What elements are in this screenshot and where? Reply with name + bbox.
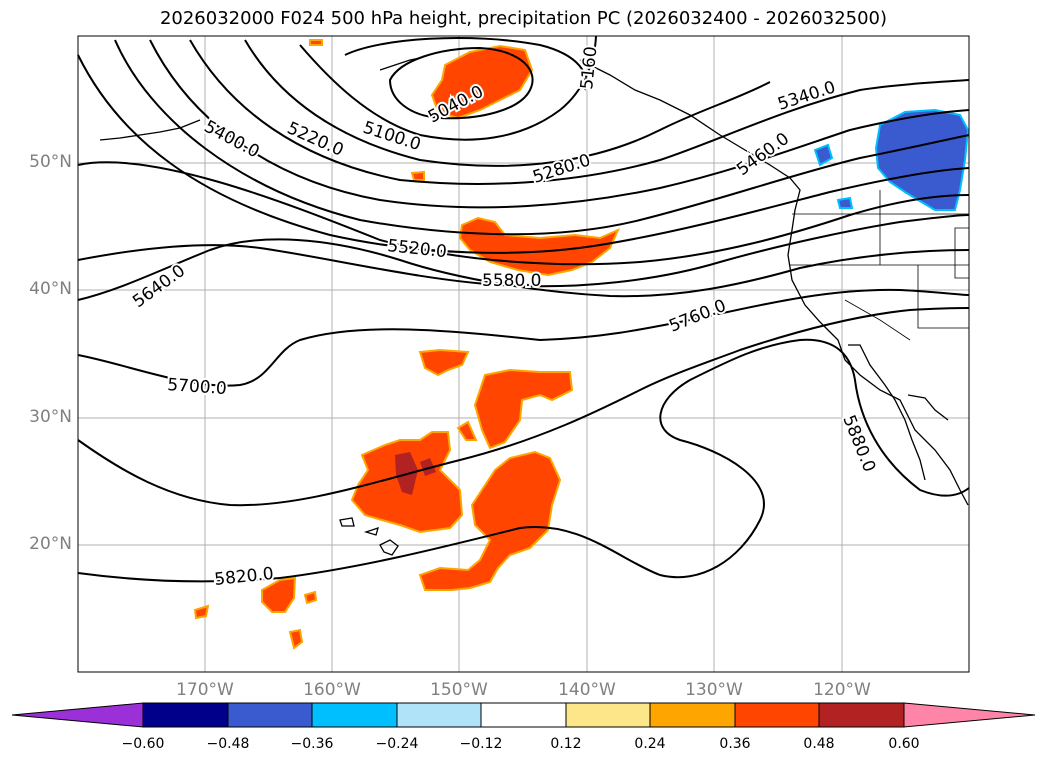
colorbar-segment: [396, 702, 482, 728]
colorbar-segment: [142, 702, 229, 728]
contour-label: 5700.0: [167, 375, 228, 399]
lat-label: 20°N: [29, 534, 72, 554]
contour-label: 5340.0: [775, 77, 838, 114]
lon-label: 150°W: [430, 680, 488, 700]
map-frame: [77, 35, 970, 673]
precip-area-tiny-2: [303, 590, 318, 605]
precip-area-bc-coast-2: [836, 196, 854, 209]
map-title: 2026032000 F024 500 hPa height, precipit…: [159, 8, 888, 29]
political-borders: [790, 190, 970, 341]
precip-area-south-central: [418, 450, 562, 591]
height-contours: [77, 35, 970, 583]
colorbar-segment: [480, 702, 567, 728]
contour-label: 5580.0: [482, 271, 541, 291]
precip-area-tiny-4: [410, 170, 425, 181]
contour-label: 5880.0: [838, 412, 879, 475]
coastlines: [99, 57, 969, 556]
contour-label: 5820.0: [213, 564, 274, 590]
colorbar-tick: 0.24: [634, 736, 666, 752]
colorbar-tick: 0.60: [888, 736, 920, 752]
precip-area-tiny-5: [309, 39, 323, 46]
precip-area-gulf-alaska: [430, 44, 534, 120]
colorbar-tick: 0.36: [719, 736, 751, 752]
contour-label: 5280.0: [530, 150, 593, 187]
colorbar-tick: 0.12: [550, 736, 582, 752]
colorbar-tick: −0.24: [375, 736, 419, 752]
colorbar: [11, 702, 1036, 728]
colorbar-tick: −0.48: [206, 736, 250, 752]
colorbar-segment: [565, 702, 651, 728]
lon-label: 140°W: [558, 680, 616, 700]
contour-label: 5460.0: [733, 129, 793, 180]
lat-label: 30°N: [29, 407, 72, 427]
colorbar-segment: [311, 702, 398, 728]
colorbar-segment: [227, 702, 313, 728]
contour-label: 5760.0: [666, 296, 729, 337]
colorbar-extend-low: [11, 702, 144, 728]
precip-area-tiny-1: [288, 628, 304, 650]
lat-label: 50°N: [29, 152, 72, 172]
precip-area-small-center: [456, 420, 478, 441]
precip-area-hawaii-east: [473, 368, 574, 450]
lon-label: 130°W: [685, 680, 743, 700]
colorbar-segment: [649, 702, 736, 728]
contour-label: 5160: [577, 45, 601, 90]
precip-area-tiny-3: [193, 604, 210, 620]
contour-label: 5640.0: [129, 261, 189, 312]
colorbar-segment: [818, 702, 905, 728]
lon-label: 120°W: [813, 680, 871, 700]
colorbar-tick: 0.48: [803, 736, 835, 752]
lon-label: 170°W: [176, 680, 234, 700]
colorbar-segment: [734, 702, 820, 728]
colorbar-tick: −0.60: [121, 736, 165, 752]
lon-label: 160°W: [303, 680, 361, 700]
precip-area-small-north: [418, 348, 470, 377]
precip-area-bc-coast: [813, 143, 834, 167]
colorbar-extend-high: [903, 702, 1036, 728]
contour-label: 5400.0: [201, 117, 263, 163]
colorbar-tick: −0.36: [290, 736, 334, 752]
colorbar-tick: −0.12: [459, 736, 503, 752]
precip-area-small-southwest: [261, 576, 297, 613]
lat-label: 40°N: [29, 279, 72, 299]
contour-label: 5220.0: [284, 118, 346, 160]
